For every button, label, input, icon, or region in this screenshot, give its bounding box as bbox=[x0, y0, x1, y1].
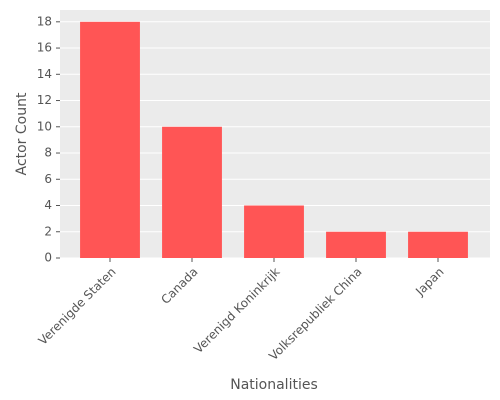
y-tick-label: 0 bbox=[44, 251, 52, 265]
bar bbox=[244, 205, 304, 258]
x-tick-label: Japan bbox=[412, 265, 446, 299]
y-tick-label: 16 bbox=[37, 41, 52, 55]
x-tick-label: Verenigde Staten bbox=[36, 265, 119, 348]
bar bbox=[162, 126, 222, 258]
y-tick-label: 4 bbox=[44, 198, 52, 212]
y-tick-label: 12 bbox=[37, 93, 52, 107]
y-tick-label: 6 bbox=[44, 172, 52, 186]
bar bbox=[326, 231, 386, 258]
bar bbox=[80, 21, 140, 258]
x-tick-label: Canada bbox=[158, 265, 200, 307]
x-axis-title: Nationalities bbox=[230, 377, 318, 393]
y-tick-label: 8 bbox=[44, 146, 52, 160]
x-tick-label: Verenigd Koninkrijk bbox=[191, 265, 283, 357]
y-tick-label: 14 bbox=[37, 67, 52, 81]
y-tick-label: 18 bbox=[37, 14, 52, 28]
x-tick-label: Volksrepubliek China bbox=[266, 265, 364, 363]
bar bbox=[408, 231, 468, 258]
y-tick-label: 10 bbox=[37, 119, 52, 133]
y-tick-label: 2 bbox=[44, 224, 52, 238]
y-axis-title: Actor Count bbox=[14, 92, 30, 175]
